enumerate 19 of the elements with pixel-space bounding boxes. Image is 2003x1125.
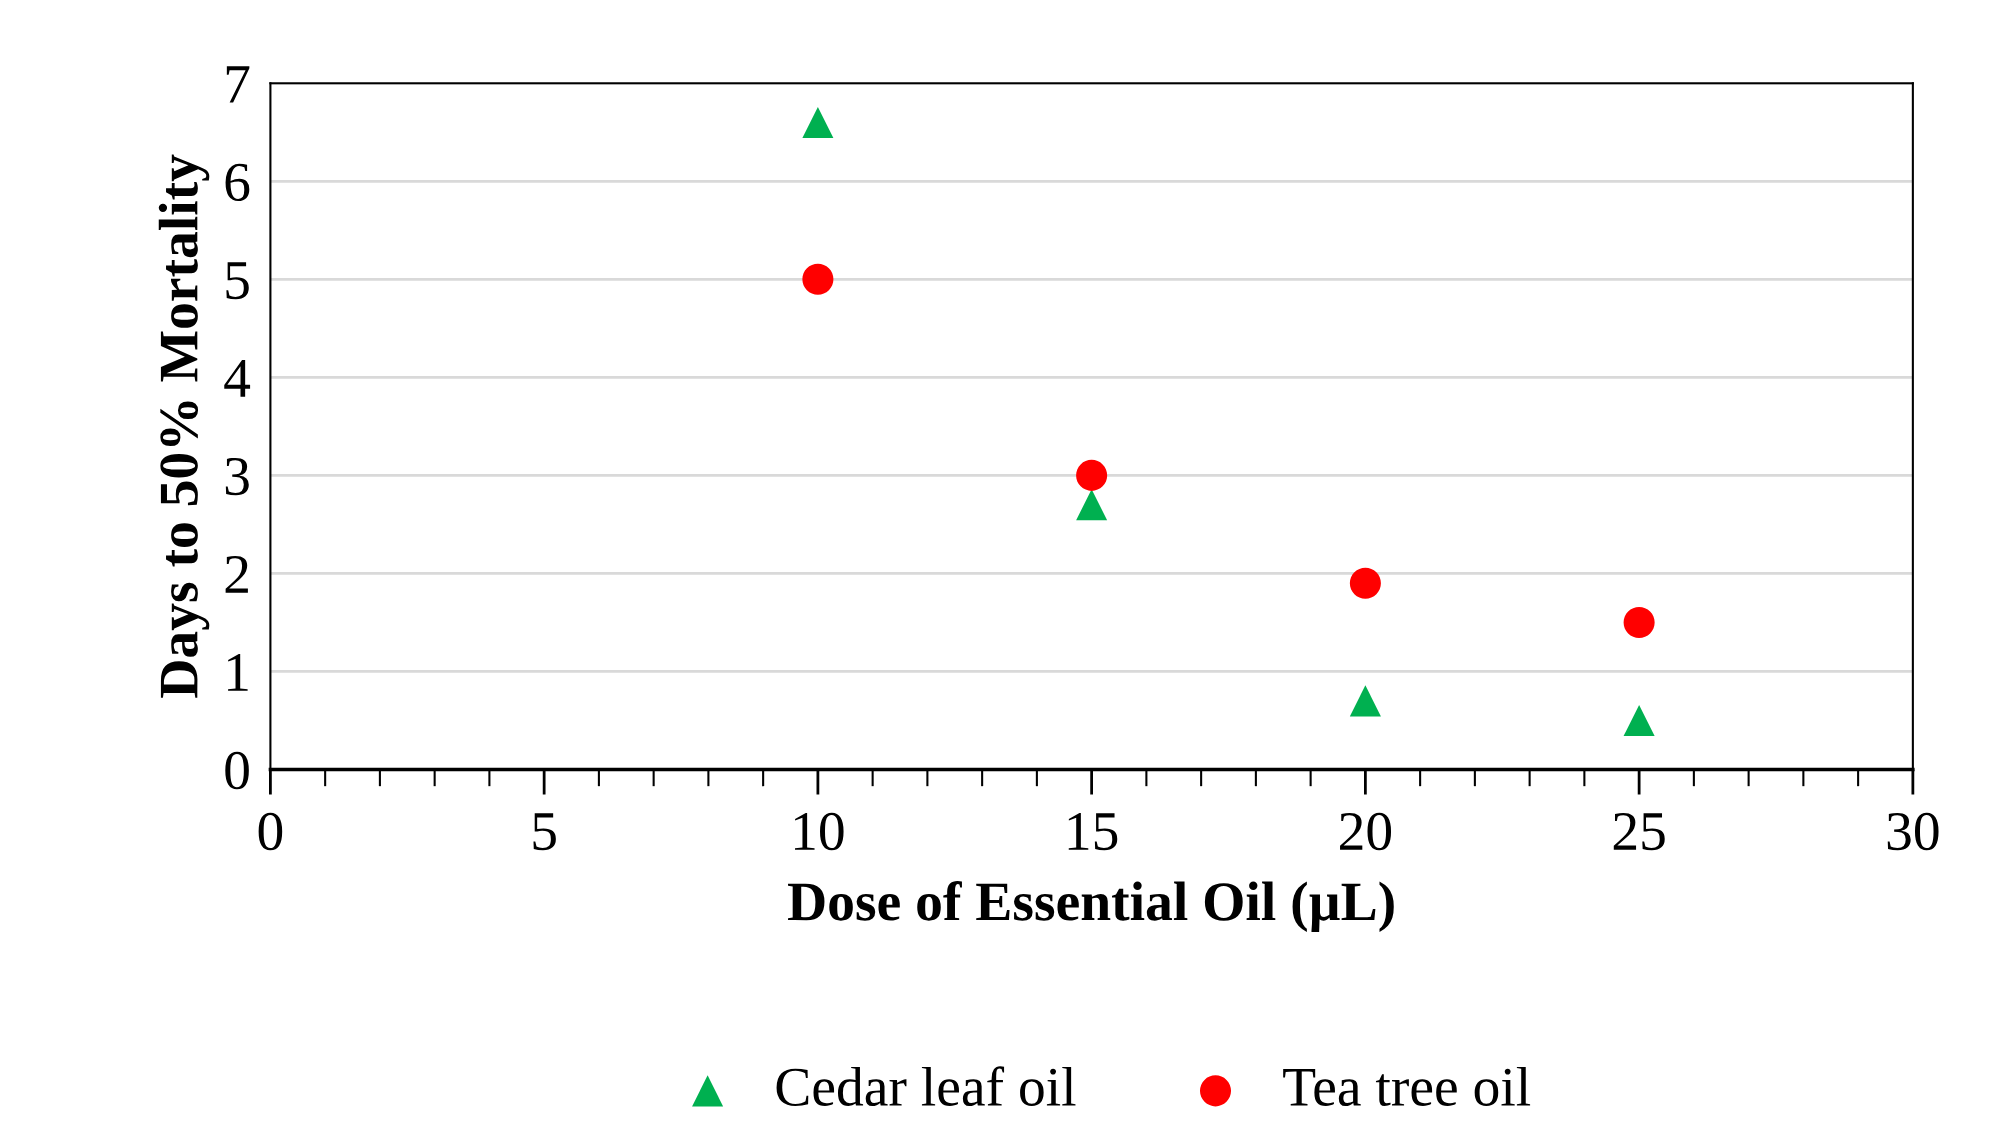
x-tick-label: 25 <box>1613 812 1665 851</box>
x-tick-label: 20 <box>1340 812 1392 851</box>
y-tick-label: 4 <box>224 360 251 397</box>
y-axis-title: Days to 50% Mortality <box>158 154 210 698</box>
y-tick-label: 7 <box>226 66 250 103</box>
x-axis-title: Dose of Essential Oil (µL) <box>788 880 1394 932</box>
y-tick-label: 5 <box>226 262 249 300</box>
y-tick-label: 1 <box>228 654 248 691</box>
x-tick-label: 15 <box>1068 813 1118 851</box>
y-tick-label: 6 <box>225 163 250 202</box>
x-tick-label: 30 <box>1887 812 1939 851</box>
legend-label: Cedar leaf oil <box>776 1066 1076 1106</box>
x-tick-label: 10 <box>795 812 844 851</box>
x-tick-label: 5 <box>533 813 556 851</box>
y-tick-label: 0 <box>225 751 249 790</box>
legend-label: Tea tree oil <box>1283 1066 1531 1106</box>
y-tick-label: 2 <box>225 555 248 593</box>
x-tick-label: 0 <box>258 812 283 851</box>
y-tick-label: 3 <box>225 457 249 496</box>
